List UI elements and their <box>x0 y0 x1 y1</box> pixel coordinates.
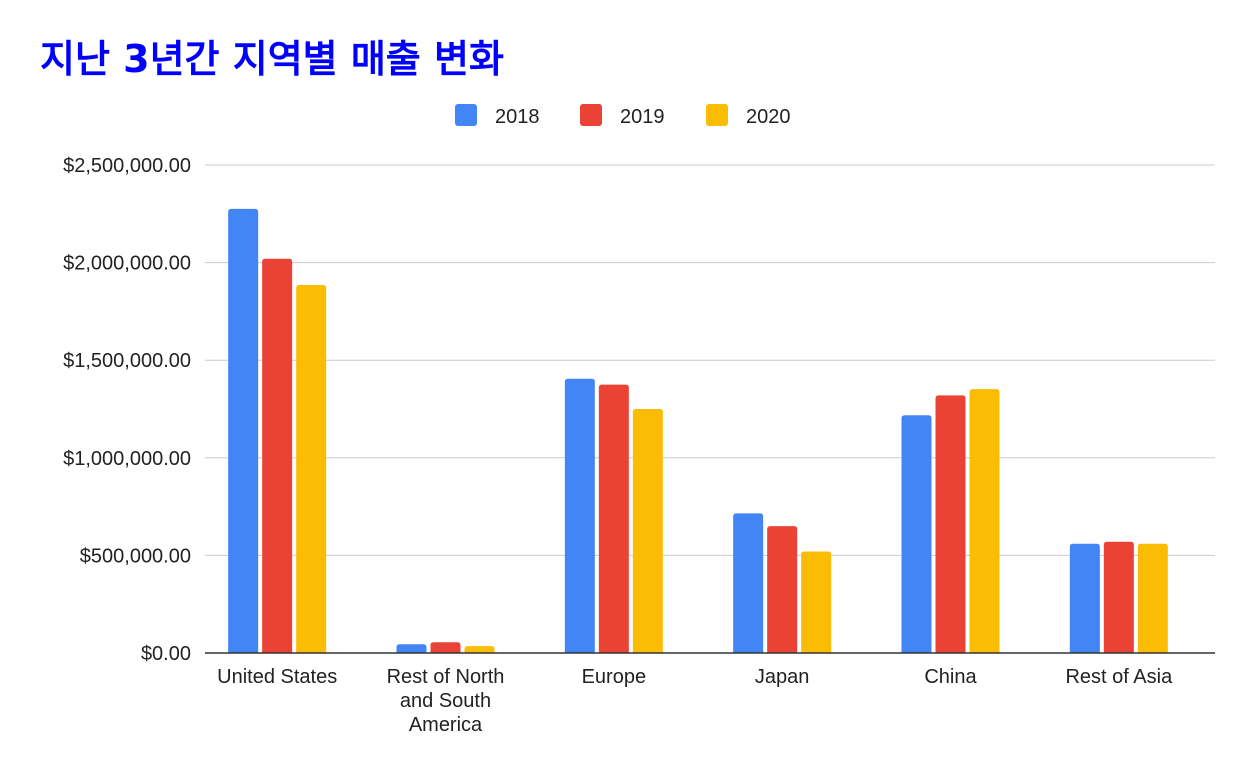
x-axis-tick-labels: United States Rest of North and South Ameri… <box>217 666 1173 736</box>
x-tick-label: Rest of North and South America <box>387 666 505 736</box>
legend: 2018 2019 2020 <box>455 104 791 128</box>
bar-2018-china <box>901 415 932 653</box>
y-tick-label: $500,000.00 <box>80 545 191 567</box>
bar-2020-united-states <box>296 285 327 653</box>
legend-swatch-2018 <box>455 104 477 126</box>
bars <box>228 208 1168 654</box>
y-tick-label: $0.00 <box>141 643 191 665</box>
y-tick-label: $1,000,000.00 <box>63 448 191 470</box>
y-tick-label: $1,500,000.00 <box>63 350 191 372</box>
gridlines <box>205 164 1215 556</box>
bar-2020-rest-of-north-and-south-america <box>464 646 495 653</box>
legend-swatch-2019 <box>580 104 602 126</box>
bar-2019-europe <box>598 384 629 653</box>
bar-2019-china <box>935 395 966 653</box>
x-tick-label: China <box>924 666 977 688</box>
y-tick-label: $2,000,000.00 <box>63 253 191 275</box>
x-tick-label: Japan <box>755 666 810 688</box>
legend-label-2020: 2020 <box>746 106 791 128</box>
x-tick-label: Rest of Asia <box>1065 666 1173 688</box>
y-axis-tick-labels: $0.00 $500,000.00 $1,000,000.00 $1,500,000.… <box>63 155 191 665</box>
bar-2020-rest-of-asia <box>1137 543 1168 653</box>
bar-2020-europe <box>632 409 663 653</box>
bar-2019-japan <box>767 526 798 653</box>
bar-2018-rest-of-north-and-south-america <box>396 644 427 653</box>
legend-swatch-2020 <box>706 104 728 126</box>
x-tick-label: Europe <box>582 666 647 688</box>
bar-2019-rest-of-asia <box>1103 541 1134 653</box>
bar-2018-japan <box>733 513 764 653</box>
bar-2019-united-states <box>262 258 293 653</box>
bar-2018-united-states <box>228 208 259 654</box>
chart-title: 지난 3년간 지역별 매출 변화 <box>40 37 504 81</box>
y-tick-label: $2,500,000.00 <box>63 155 191 177</box>
bar-2018-europe <box>564 378 595 653</box>
bar-2020-japan <box>801 551 832 653</box>
x-tick-label: United States <box>217 666 337 688</box>
legend-label-2018: 2018 <box>495 106 540 128</box>
legend-label-2019: 2019 <box>620 106 665 128</box>
bar-2019-rest-of-north-and-south-america <box>430 642 461 653</box>
bar-2018-rest-of-asia <box>1069 543 1100 653</box>
bar-2020-china <box>969 389 1000 653</box>
